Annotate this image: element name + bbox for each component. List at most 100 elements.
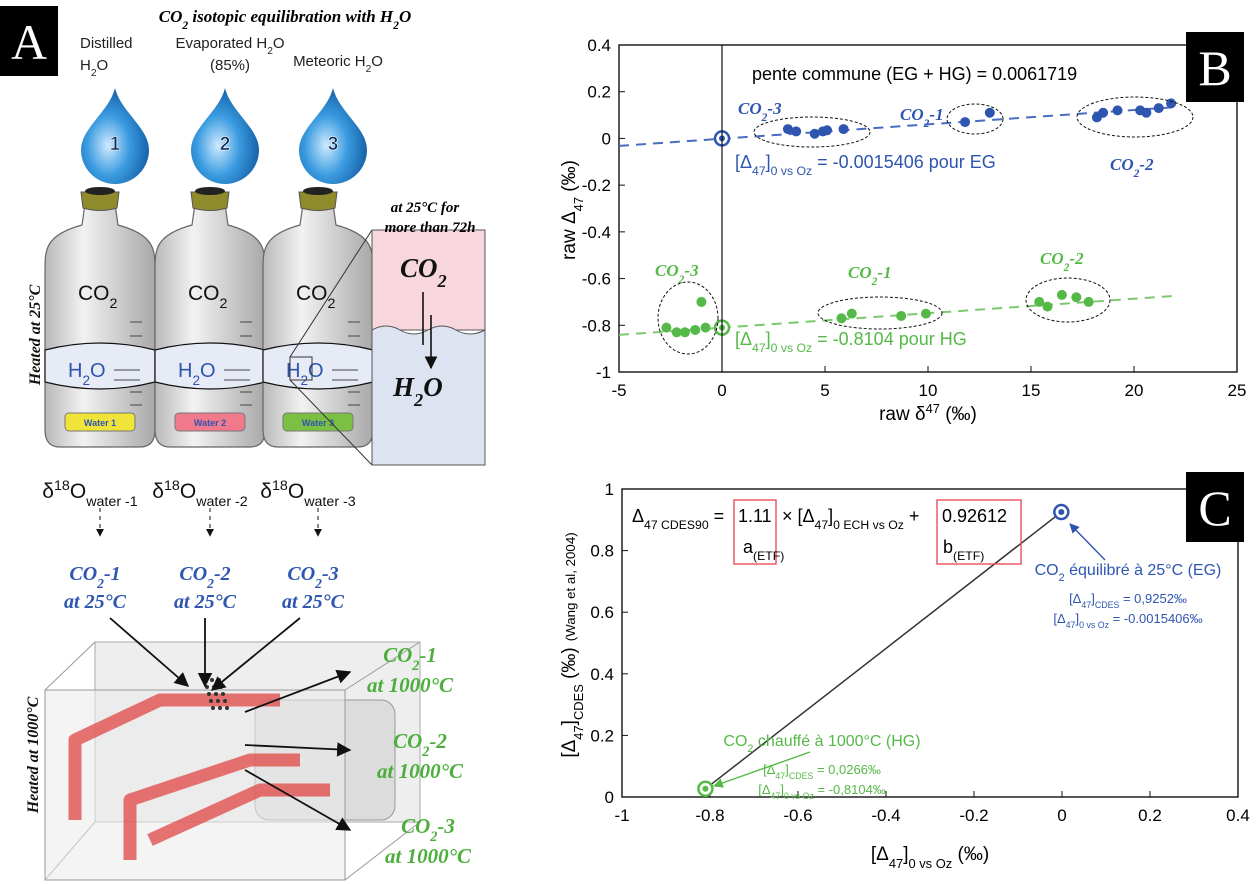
data-point: [782, 124, 793, 135]
bottle-liquid: H2O: [178, 360, 216, 388]
bottle: [262, 203, 374, 448]
note: CO2 équilibré à 25°C (EG): [1035, 562, 1222, 584]
inset-zoom: [289, 356, 313, 381]
side-label: Heated at 25°C: [27, 284, 44, 386]
water-name: (85%): [210, 57, 250, 74]
panel-letter-box: [1186, 32, 1244, 102]
group-outline: [1025, 277, 1111, 323]
vent-dot: [216, 699, 220, 703]
coef-b: 0.92612: [942, 506, 1007, 526]
group-label-part: -2: [1139, 155, 1154, 174]
panel-a-title: CO2 isotopic equilibration with H2O: [159, 7, 411, 32]
product-25: CO2-1: [69, 563, 120, 591]
product-1000-part: -3: [437, 814, 455, 838]
drop-number: 2: [220, 134, 231, 155]
connector-line: [704, 511, 1062, 790]
x-axis-label: raw δ47 (‰): [879, 401, 977, 426]
water-tag: [174, 412, 246, 432]
note-part: [Δ: [758, 782, 771, 797]
product-1000-part: at 1000°C: [385, 844, 472, 868]
y-axis-label-part: [Δ: [559, 739, 580, 757]
panel-a-title-part: 2: [392, 19, 399, 32]
bottle-gas-part: 2: [220, 296, 228, 312]
fit-label-part: = -0.8104 pour HG: [812, 329, 967, 349]
arrow: [244, 669, 352, 713]
product-1000-part: CO: [401, 814, 430, 838]
y-tick-label: -1: [596, 363, 611, 382]
fit-label-part: [Δ: [735, 152, 752, 172]
vent-dot: [209, 699, 213, 703]
x-tick-label: 0.4: [1226, 806, 1250, 825]
x-axis-label-part: (‰): [940, 404, 977, 425]
product-1000: at 1000°C: [377, 759, 464, 783]
coef-b-name-part: b: [943, 537, 953, 557]
bottle-opening: [195, 187, 225, 195]
group-label: CO2-2: [1040, 249, 1084, 274]
note-part: = 0,9252‰: [1119, 591, 1187, 606]
bottle-liquid-part: 2: [82, 373, 90, 388]
water-name: H2O: [80, 57, 108, 79]
inset-gas-label-part: CO: [400, 253, 438, 283]
y-axis-label: raw Δ47 (‰): [559, 160, 586, 260]
product-25-part: CO: [69, 563, 97, 585]
group-outline: [946, 103, 1004, 135]
product-1000-part: CO: [383, 643, 412, 667]
water-name-part: Meteoric H: [293, 53, 366, 70]
x-tick-label: -0.6: [783, 806, 812, 825]
note-part: ]: [1091, 591, 1095, 606]
water-name-part: 2: [366, 64, 372, 75]
y-tick-label: -0.4: [582, 223, 611, 242]
group-label-part: -1: [877, 263, 891, 282]
note-part: CDES: [789, 771, 814, 781]
data-point: [822, 125, 833, 136]
data-point: [1153, 103, 1164, 114]
note-part: chauffé à 1000°C (HG): [753, 733, 920, 750]
group-label-part: CO: [1040, 249, 1064, 268]
product-25-part: -2: [214, 563, 231, 585]
x-tick-label: 5: [820, 381, 829, 400]
vent-dot: [207, 692, 211, 696]
bottle-gas: CO2: [188, 282, 228, 312]
arrow: [210, 617, 301, 691]
water-delta: δ18Owater -1: [42, 478, 138, 510]
note-part: [Δ: [1069, 591, 1082, 606]
bottle-liquid-part: O: [308, 360, 324, 382]
note-part: CDES: [1095, 600, 1120, 610]
product-1000: CO2-1: [383, 643, 437, 674]
panel-a-title-part: O: [399, 7, 411, 26]
data-point: [690, 324, 701, 335]
y-axis-label-part: (‰): [559, 647, 580, 684]
panel-letter: A: [11, 14, 47, 70]
vent-dot: [214, 692, 218, 696]
y-tick-label: 0.4: [587, 36, 611, 55]
group-label: CO2-1: [900, 105, 944, 130]
annotation-box: [742, 56, 1142, 88]
equation-lhs-part: 47 CDES90: [644, 518, 709, 532]
water-drop: [81, 88, 149, 184]
bottle-cap: [298, 191, 338, 211]
inset-note: more than 72h: [385, 220, 476, 236]
water-name-part: Distilled: [80, 35, 133, 52]
data-point: [696, 296, 707, 307]
water-tag: [64, 412, 136, 432]
coef-a-name: a(ETF): [743, 537, 784, 563]
note-part: ]: [1075, 611, 1079, 626]
vent-dot: [211, 706, 215, 710]
group-label-part: 2: [761, 111, 768, 124]
panel-letter: C: [1198, 480, 1231, 536]
y-tick-label: -0.6: [582, 270, 611, 289]
note-part: ]: [785, 762, 789, 777]
bottle-opening: [303, 187, 333, 195]
water-name-part: 2: [267, 46, 273, 57]
y-tick-label: 0.2: [590, 726, 614, 745]
vent-dot: [217, 678, 221, 682]
data-point: [700, 322, 711, 333]
equation-lhs-part: Δ: [632, 506, 644, 526]
equation-lhs: Δ47 CDES90 =: [632, 506, 724, 532]
panel-letter: B: [1198, 40, 1231, 96]
water-name-part: O: [273, 35, 285, 52]
inset-liquid-label-part: H: [392, 372, 415, 402]
data-point: [661, 322, 672, 333]
group-label-part: 2: [1063, 261, 1070, 274]
bottle-liquid-part: H: [68, 360, 82, 382]
